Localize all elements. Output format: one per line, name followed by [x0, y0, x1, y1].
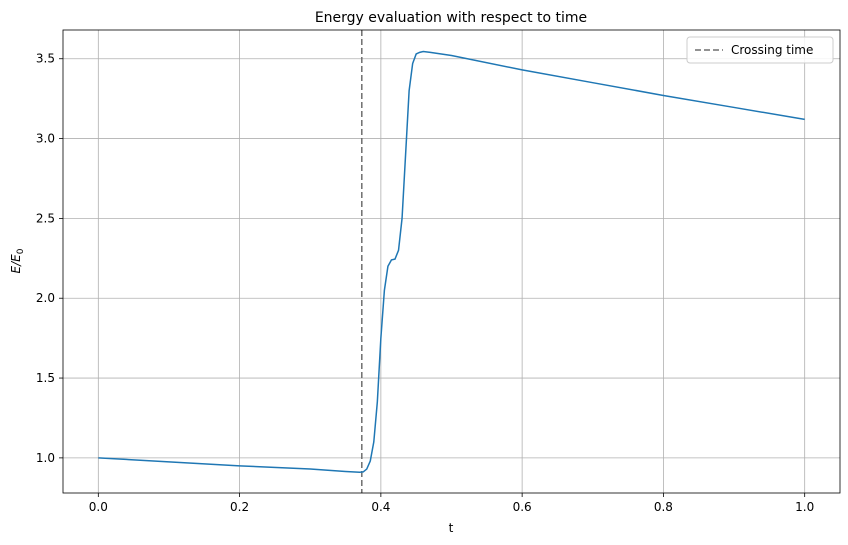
x-tick-label: 0.0: [89, 500, 108, 514]
legend-box: [686, 36, 834, 64]
y-tick-label: 2.0: [36, 291, 55, 305]
legend-crossing-label: Crossing time: [731, 43, 813, 57]
x-tick-label: 0.8: [654, 500, 673, 514]
legend: Crossing time: [686, 36, 834, 64]
y-axis-ticks: 1.0 1.5 2.0 2.5 3.0 3.5: [36, 52, 63, 465]
y-tick-label: 1.5: [36, 371, 55, 385]
chart-title: Energy evaluation with respect to time: [315, 10, 587, 26]
y-axis-title-subscript: 0: [16, 248, 26, 254]
y-tick-label: 3.0: [36, 132, 55, 146]
y-axis-title: E/E0: [9, 248, 26, 273]
x-tick-label: 0.6: [513, 500, 532, 514]
energy-series-line: [98, 50, 805, 473]
x-tick-label: 1.0: [795, 500, 814, 514]
x-axis-title: t: [449, 521, 454, 535]
x-tick-label: 0.4: [371, 500, 390, 514]
x-tick-label: 0.2: [230, 500, 249, 514]
y-tick-label: 3.5: [36, 52, 55, 66]
y-tick-label: 1.0: [36, 451, 55, 465]
y-tick-label: 2.5: [36, 211, 55, 225]
grid: [63, 30, 840, 493]
plot-frame: [62, 29, 841, 494]
x-axis-ticks: 0.0 0.2 0.4 0.6 0.8 1.0: [89, 493, 814, 514]
y-axis-title-main: E/E: [9, 254, 23, 274]
